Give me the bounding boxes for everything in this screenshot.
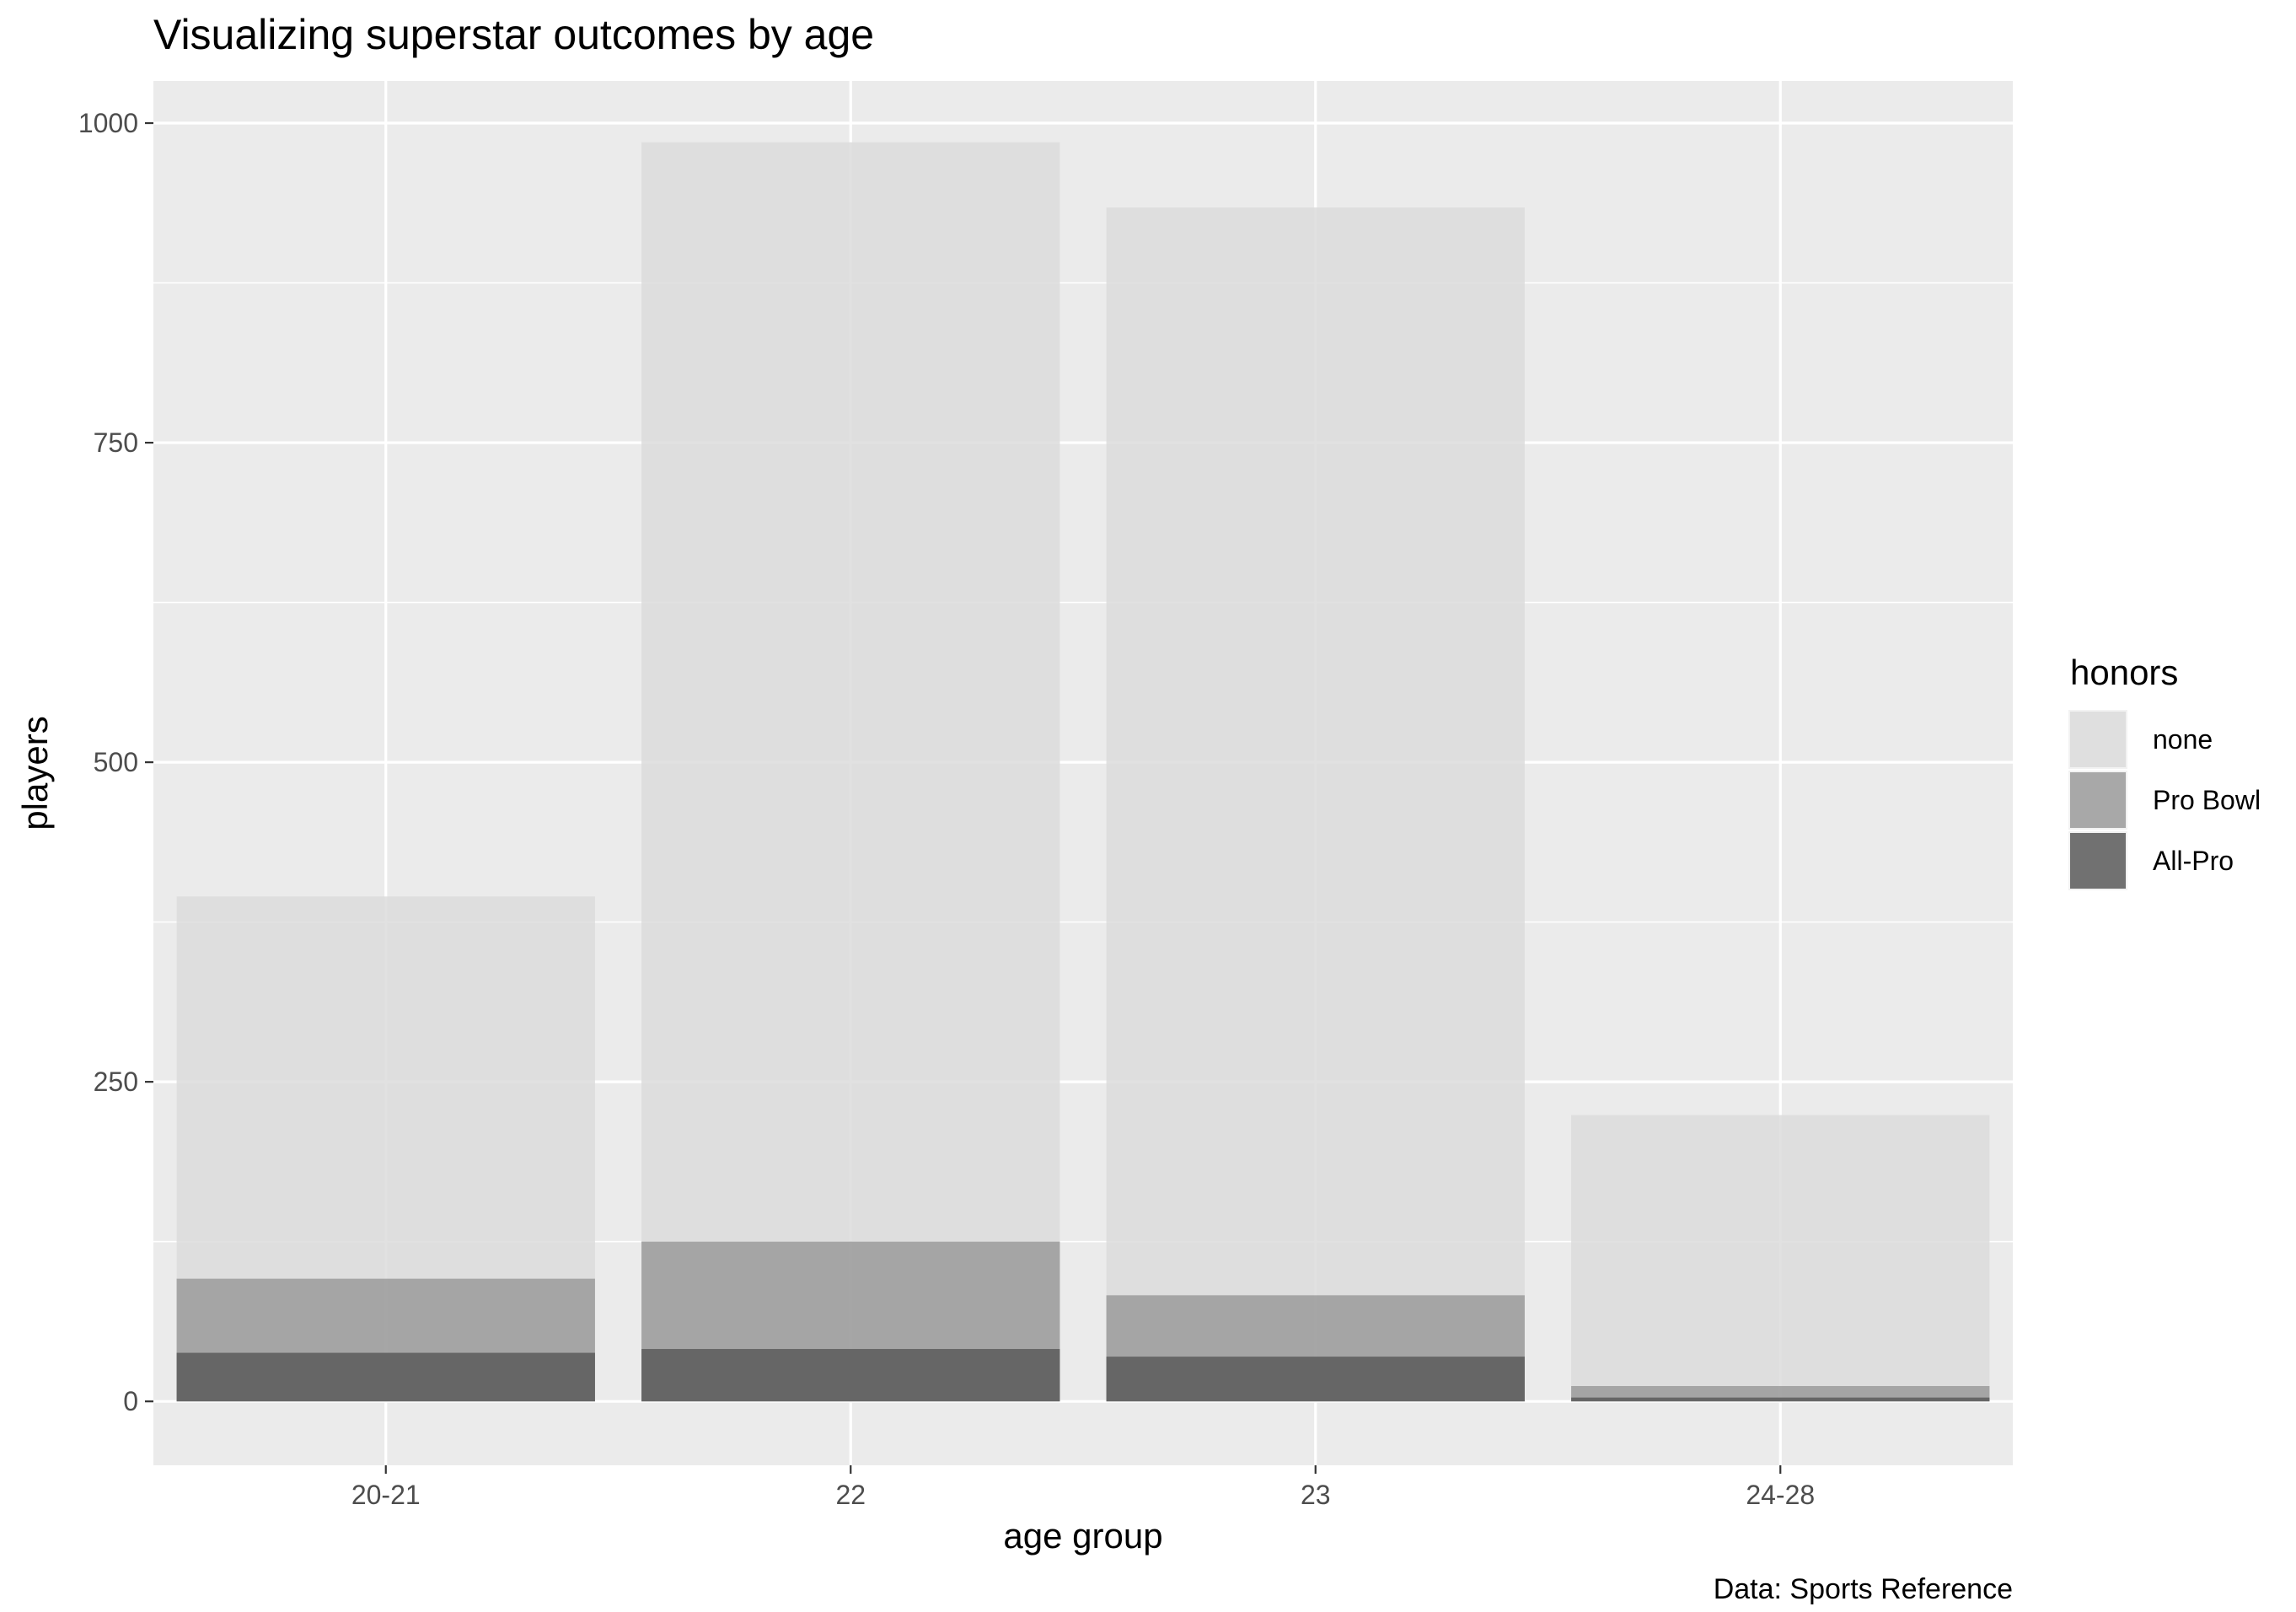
x-tick-label: 22	[835, 1480, 866, 1510]
bar-all-pro-23	[1106, 1357, 1525, 1402]
y-tick-label: 250	[94, 1067, 138, 1097]
legend-swatch	[2070, 712, 2126, 767]
legend-label: none	[2153, 724, 2213, 755]
bar-none-24-28	[1571, 1115, 1990, 1402]
y-tick-label: 0	[123, 1386, 138, 1416]
legend-title: honors	[2070, 653, 2178, 692]
bar-none-22	[641, 142, 1060, 1402]
legend-items: none Pro Bowl All-Pro	[2068, 710, 2261, 890]
y-tick-label: 1000	[78, 108, 138, 138]
y-tick-label: 500	[94, 747, 138, 777]
legend-swatch	[2070, 833, 2126, 889]
bars	[176, 142, 1990, 1402]
chart-caption: Data: Sports Reference	[1714, 1573, 2013, 1605]
y-axis-label: players	[15, 716, 55, 830]
x-tick-label: 24-28	[1746, 1480, 1815, 1510]
chart-title: Visualizing superstar outcomes by age	[153, 11, 874, 58]
bar-all-pro-22	[641, 1349, 1060, 1402]
y-tick-label: 750	[94, 427, 138, 458]
legend-label: All-Pro	[2153, 846, 2234, 876]
x-axis-label: age group	[1003, 1516, 1162, 1556]
x-tick-label: 23	[1301, 1480, 1331, 1510]
legend-swatch	[2070, 772, 2126, 828]
bar-none-23	[1106, 207, 1525, 1402]
y-axis: 0 250 500 750 1000	[78, 108, 153, 1416]
legend-label: Pro Bowl	[2153, 785, 2261, 815]
bar-all-pro-20-21	[176, 1352, 595, 1402]
bar-all-pro-24-28	[1571, 1397, 1990, 1402]
x-axis: 20-21 22 23 24-28	[351, 1465, 1815, 1510]
x-tick-label: 20-21	[351, 1480, 421, 1510]
legend: honors none Pro Bowl All-Pro	[2068, 653, 2261, 890]
